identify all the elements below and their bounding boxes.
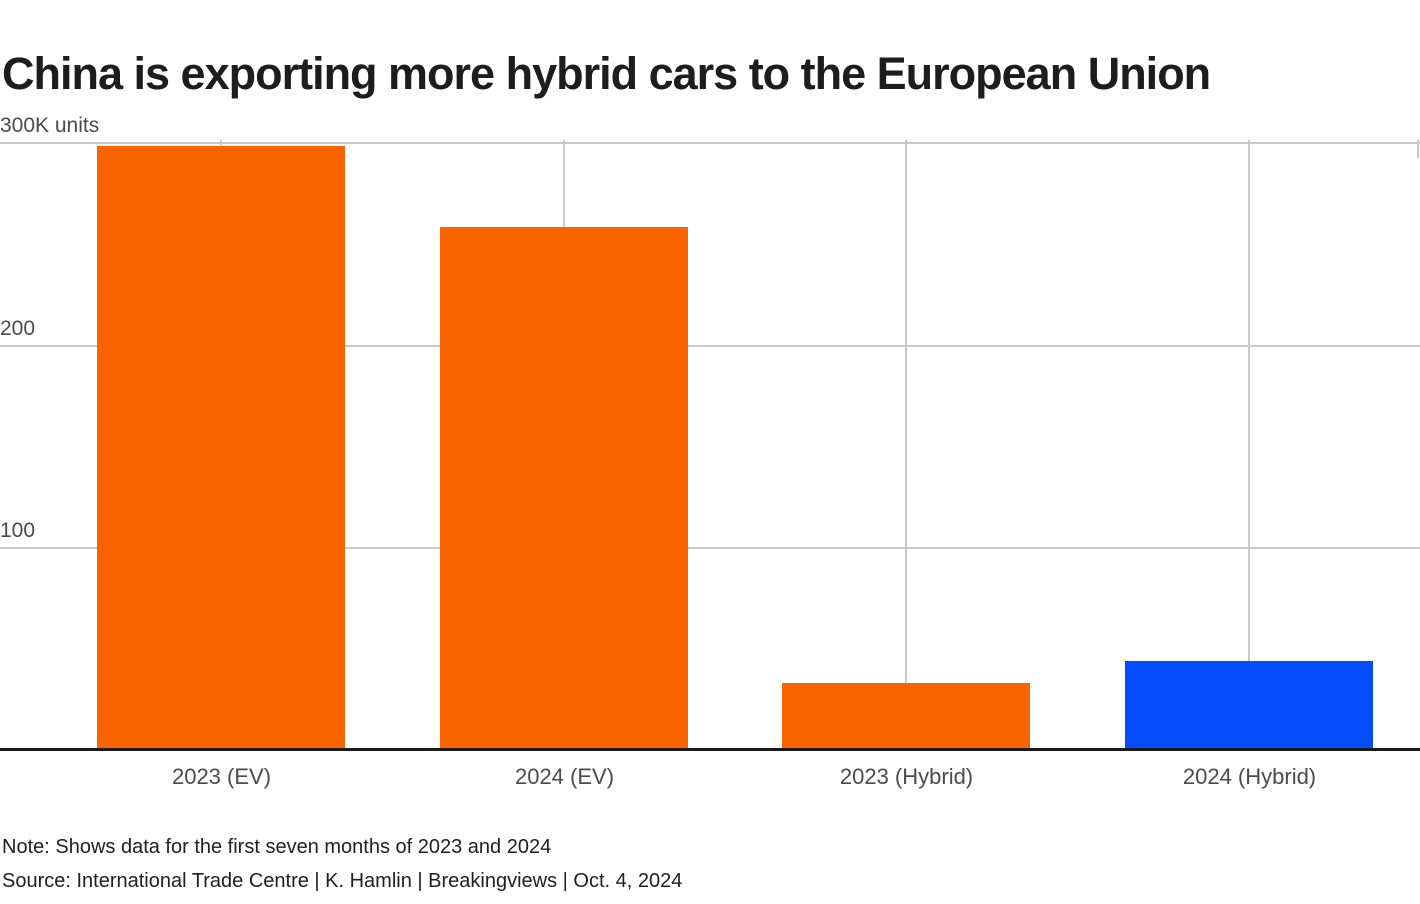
x-tick-label-0: 2023 (EV) <box>171 764 272 789</box>
x-tick-label-2: 2023 (Hybrid) <box>839 764 974 789</box>
right-edge-tick <box>1417 140 1419 158</box>
chart-note: Note: Shows data for the first seven mon… <box>2 836 552 858</box>
gridline-y-100 <box>0 547 1420 549</box>
y-tick-label-300: 300K units <box>0 114 100 137</box>
x-tick-label-3: 2024 (Hybrid) <box>1182 764 1317 789</box>
bar-2023-ev <box>97 146 345 748</box>
y-tick-label-200: 200 <box>0 317 36 340</box>
bar-2024-ev <box>440 227 688 748</box>
x-tick-label-1: 2024 (EV) <box>514 764 615 789</box>
gridline-x-category-2 <box>905 140 907 748</box>
y-tick-label-100: 100 <box>0 519 36 542</box>
chart-title: China is exporting more hybrid cars to t… <box>2 48 1211 100</box>
bar-2023-hybrid <box>782 683 1030 748</box>
gridline-y-300 <box>0 142 1420 144</box>
x-axis-baseline <box>0 748 1420 751</box>
bar-2024-hybrid <box>1125 661 1373 748</box>
gridline-x-category-3 <box>1248 140 1250 748</box>
chart-source: Source: International Trade Centre | K. … <box>2 870 683 892</box>
gridline-y-200 <box>0 345 1420 347</box>
